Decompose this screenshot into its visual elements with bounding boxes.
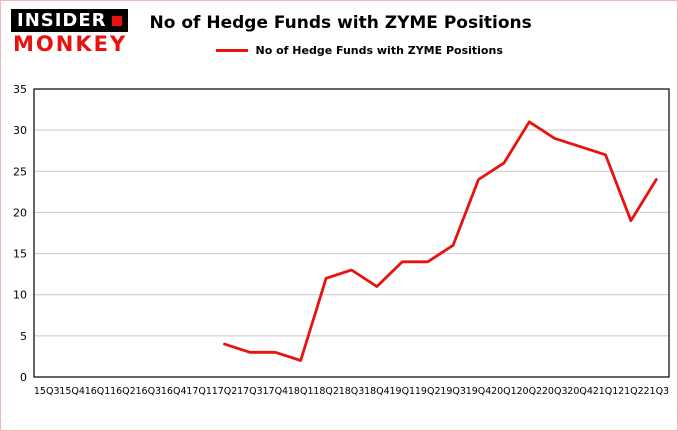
x-tick-label: 19Q1 bbox=[389, 386, 415, 397]
legend: No of Hedge Funds with ZYME Positions bbox=[215, 44, 532, 58]
logo-text-insider: INSIDER bbox=[17, 10, 107, 31]
y-tick-label: 20 bbox=[13, 206, 27, 219]
x-tick-label: 19Q4 bbox=[466, 386, 492, 397]
logo-top: INSIDER bbox=[11, 9, 128, 32]
x-tick-label: 15Q3 bbox=[34, 386, 60, 397]
x-tick-label: 19Q3 bbox=[440, 386, 466, 397]
y-tick-label: 25 bbox=[13, 165, 27, 178]
y-tick-label: 5 bbox=[20, 330, 27, 343]
legend-label: No of Hedge Funds with ZYME Positions bbox=[255, 44, 503, 58]
x-tick-label: 20Q2 bbox=[516, 386, 542, 397]
x-tick-label: 19Q2 bbox=[415, 386, 441, 397]
series-line bbox=[223, 120, 658, 362]
x-tick-label: 18Q2 bbox=[313, 386, 339, 397]
y-tick-label: 10 bbox=[13, 289, 27, 302]
x-tick-label: 21Q1 bbox=[593, 386, 619, 397]
header: INSIDER MONKEY No of Hedge Funds with ZY… bbox=[11, 9, 532, 57]
header-text: No of Hedge Funds with ZYME Positions No… bbox=[150, 9, 532, 57]
plot-area bbox=[34, 89, 669, 377]
logo-monkey-icon bbox=[111, 16, 122, 26]
x-tick-label: 18Q1 bbox=[288, 386, 314, 397]
x-tick-label: 17Q1 bbox=[186, 386, 212, 397]
x-tick-label: 16Q4 bbox=[161, 386, 187, 397]
y-tick-label: 0 bbox=[20, 371, 27, 384]
x-tick-label: 20Q1 bbox=[491, 386, 517, 397]
x-tick-label: 15Q4 bbox=[59, 386, 85, 397]
x-tick-label: 18Q4 bbox=[364, 386, 390, 397]
x-tick-label: 17Q3 bbox=[237, 386, 263, 397]
x-tick-label: 18Q3 bbox=[339, 386, 365, 397]
x-tick-label: 20Q3 bbox=[542, 386, 568, 397]
y-tick-label: 30 bbox=[13, 124, 27, 137]
x-tick-label: 17Q2 bbox=[212, 386, 238, 397]
x-tick-label: 17Q4 bbox=[262, 386, 288, 397]
x-tick-label: 16Q3 bbox=[135, 386, 161, 397]
x-tick-label: 21Q3 bbox=[643, 386, 669, 397]
insider-monkey-logo[interactable]: INSIDER MONKEY bbox=[11, 9, 128, 56]
y-tick-label: 35 bbox=[13, 83, 27, 96]
x-tick-label: 16Q2 bbox=[110, 386, 136, 397]
plot-border bbox=[33, 88, 670, 378]
logo-text-monkey: MONKEY bbox=[13, 32, 128, 56]
chart-title: No of Hedge Funds with ZYME Positions bbox=[149, 13, 532, 33]
x-tick-label: 20Q4 bbox=[567, 386, 593, 397]
y-tick-label: 15 bbox=[13, 248, 27, 261]
x-tick-label: 21Q2 bbox=[618, 386, 644, 397]
x-tick-label: 16Q1 bbox=[85, 386, 111, 397]
legend-line-swatch bbox=[215, 49, 248, 53]
